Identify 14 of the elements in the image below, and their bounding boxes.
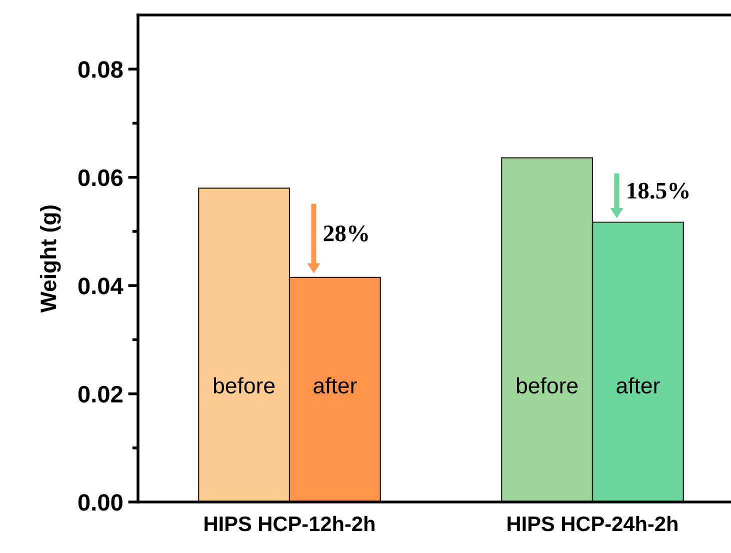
y-tick-label: 0.04 [78, 278, 124, 294]
series-label: before [516, 377, 578, 394]
x-tick-label: HIPS HCP-24h-2h [508, 516, 678, 532]
y-axis-title: Weight (g) [40, 205, 61, 313]
text: after [314, 377, 357, 394]
x-tick-label: HIPS HCP-12h-2h [204, 516, 374, 532]
annotation: 28% [324, 225, 368, 242]
y-tick-label: 0.02 [78, 386, 122, 403]
y-tick-label: 0.06 [78, 169, 123, 186]
text: before [214, 377, 275, 394]
y-tick-label: 0.00 [78, 494, 122, 511]
annotation: 18.5% [628, 182, 689, 199]
series-label: after [616, 377, 660, 394]
y-tick-label: 0.08 [78, 61, 123, 78]
